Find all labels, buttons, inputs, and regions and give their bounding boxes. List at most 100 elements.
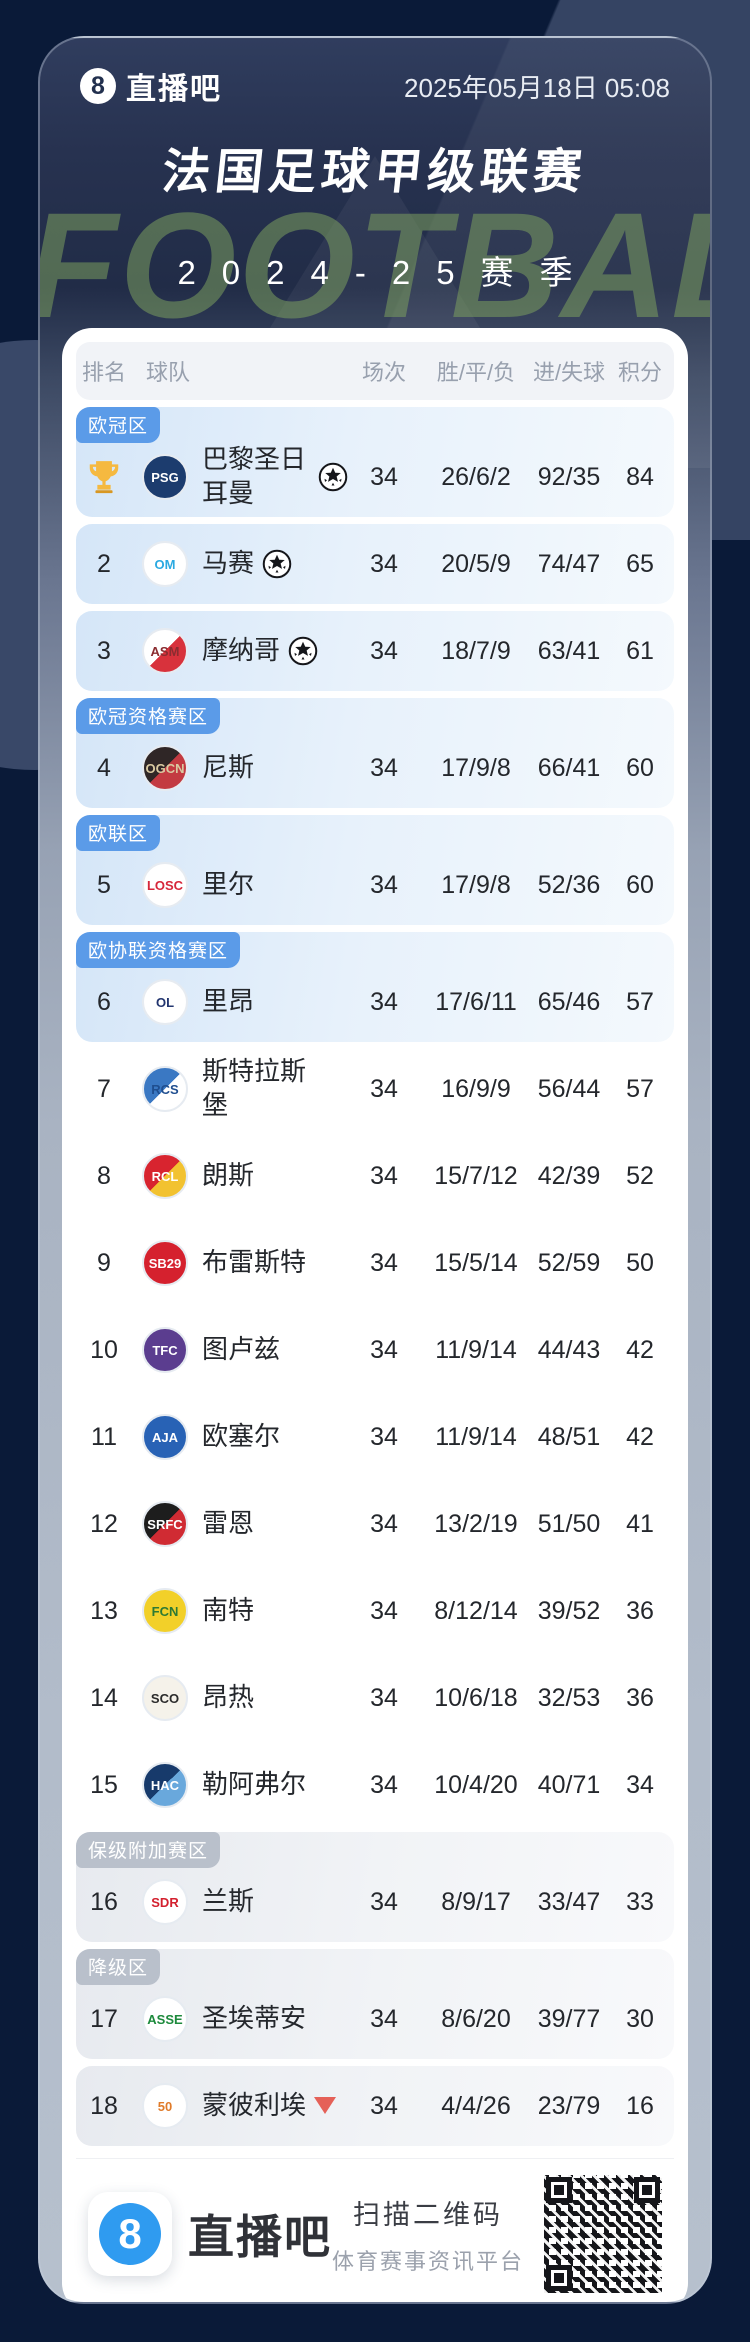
wdl: 16/9/9 <box>441 1074 511 1103</box>
points: 61 <box>626 636 654 665</box>
team-logo: OL <box>142 979 188 1025</box>
team-logo-cell: ASM <box>132 628 198 674</box>
table-row: 13 FCN 南特 34 8/12/14 39/52 36 <box>76 1571 674 1651</box>
team-logo: PSG <box>142 454 188 500</box>
qr-finder-icon <box>634 2177 661 2203</box>
team-name: 巴黎圣日耳曼 <box>202 444 307 508</box>
col-played: 场次 <box>361 360 406 385</box>
scan-title: 扫描二维码 <box>353 2199 503 2230</box>
rank: 7 <box>97 1074 111 1103</box>
rank: 8 <box>97 1161 111 1190</box>
points: 50 <box>626 1248 654 1277</box>
team-name-cell: 昂热 <box>198 1681 348 1715</box>
rank: 10 <box>90 1335 118 1364</box>
rank: 9 <box>97 1248 111 1277</box>
zone-badge: 降级区 <box>76 1949 161 1985</box>
played: 34 <box>370 1422 398 1451</box>
table-row: 欧冠资格赛区 4 OGCN 尼斯 34 17/9/8 66/41 60 <box>76 698 674 808</box>
goals: 48/51 <box>537 1422 601 1451</box>
team-name-cell: 勒阿弗尔 <box>198 1768 348 1802</box>
team-name-cell: 摩纳哥 <box>198 634 348 668</box>
goals: 66/41 <box>537 753 601 782</box>
table-row: 欧联区 5 LOSC 里尔 34 17/9/8 52/36 60 <box>76 815 674 925</box>
points: 42 <box>626 1422 654 1451</box>
played: 34 <box>370 1248 398 1277</box>
rank: 2 <box>97 549 111 578</box>
zhibo8-8-icon: 8 <box>80 68 116 104</box>
team-name: 尼斯 <box>202 752 255 783</box>
team-logo-cell: OM <box>132 541 198 587</box>
team-name: 勒阿弗尔 <box>202 1769 307 1800</box>
zone-badge: 欧冠资格赛区 <box>76 698 221 734</box>
team-name-cell: 里尔 <box>198 868 348 902</box>
table-row: 9 SB29 布雷斯特 34 15/5/14 52/59 50 <box>76 1223 674 1303</box>
table-row: 欧冠区 PSG 巴黎圣日耳曼 34 26/6/2 92/35 84 <box>76 407 674 517</box>
footer: 8 直播吧 扫描二维码 体育赛事资讯平台 <box>76 2158 674 2302</box>
played: 34 <box>370 1074 398 1103</box>
played: 34 <box>370 1770 398 1799</box>
col-wdl: 胜/平/负 <box>436 360 516 385</box>
poster-card: FOOTBALL 8 直播吧 2025年05月18日 05:08 法国足球甲级联… <box>38 36 712 2304</box>
goals: 42/39 <box>537 1161 601 1190</box>
season-subtitle: 2024-25赛季 <box>177 254 599 291</box>
rank: 3 <box>97 636 111 665</box>
goals: 56/44 <box>537 1074 601 1103</box>
played: 34 <box>370 2091 398 2120</box>
team-name-cell: 尼斯 <box>198 751 348 785</box>
qr-finder-icon <box>546 2177 573 2203</box>
rank <box>76 458 132 496</box>
team-logo-cell: OL <box>132 979 198 1025</box>
rank: 14 <box>90 1683 118 1712</box>
zone-badge: 欧联区 <box>76 815 161 851</box>
team-logo-cell: SB29 <box>132 1240 198 1286</box>
team-logo: SDR <box>142 1879 188 1925</box>
team-name: 摩纳哥 <box>202 635 281 666</box>
page-title: 法国足球甲级联赛 <box>159 146 590 199</box>
goals: 74/47 <box>537 549 601 578</box>
team-name-cell: 巴黎圣日耳曼 <box>198 443 348 511</box>
played: 34 <box>370 462 398 491</box>
ucl-ball-icon <box>288 636 318 666</box>
rank: 13 <box>90 1596 118 1625</box>
team-name: 圣埃蒂安 <box>202 2003 307 2034</box>
team-name: 朗斯 <box>202 1160 255 1191</box>
zhibo8-8-icon: 8 <box>99 2203 161 2265</box>
goals: 40/71 <box>537 1770 601 1799</box>
played: 34 <box>370 870 398 899</box>
ucl-ball-icon <box>262 549 292 579</box>
team-name-cell: 图卢兹 <box>198 1333 348 1367</box>
wdl: 15/7/12 <box>434 1161 518 1190</box>
table-row: 3 ASM 摩纳哥 34 18/7/9 63/41 61 <box>76 611 674 691</box>
rank: 11 <box>91 1422 117 1451</box>
table-row: 欧协联资格赛区 6 OL 里昂 34 17/6/11 65/46 57 <box>76 932 674 1042</box>
wdl: 15/5/14 <box>434 1248 518 1277</box>
points: 34 <box>626 1770 654 1799</box>
ucl-starball-icon <box>262 549 292 579</box>
standings-body: 欧冠区 PSG 巴黎圣日耳曼 34 26/6/2 92/35 84 2 OM 马… <box>76 407 674 2146</box>
zone-badge: 欧冠区 <box>76 407 161 443</box>
team-name: 南特 <box>202 1595 255 1626</box>
goals: 52/59 <box>537 1248 601 1277</box>
wdl: 26/6/2 <box>441 462 511 491</box>
col-goals: 进/失球 <box>532 360 606 385</box>
table-row: 10 TFC 图卢兹 34 11/9/14 44/43 42 <box>76 1310 674 1390</box>
team-name-cell: 里昂 <box>198 985 348 1019</box>
scan-text-block: 扫描二维码 体育赛事资讯平台 <box>332 2193 524 2276</box>
team-logo-cell: PSG <box>132 454 198 500</box>
played: 34 <box>370 753 398 782</box>
team-logo: HAC <box>142 1762 188 1808</box>
points: 65 <box>626 549 654 578</box>
goals: 52/36 <box>537 870 601 899</box>
wdl: 20/5/9 <box>441 549 511 578</box>
rank: 17 <box>90 2004 118 2033</box>
team-logo: SCO <box>142 1675 188 1721</box>
wdl: 11/9/14 <box>435 1422 517 1451</box>
team-logo-cell: ASSE <box>132 1996 198 2042</box>
rank: 4 <box>97 753 111 782</box>
goals: 51/50 <box>537 1509 601 1538</box>
rank: 12 <box>90 1509 118 1538</box>
footer-logo-tile: 8 <box>88 2192 172 2276</box>
team-logo: FCN <box>142 1588 188 1634</box>
played: 34 <box>370 2004 398 2033</box>
goals: 23/79 <box>537 2091 601 2120</box>
